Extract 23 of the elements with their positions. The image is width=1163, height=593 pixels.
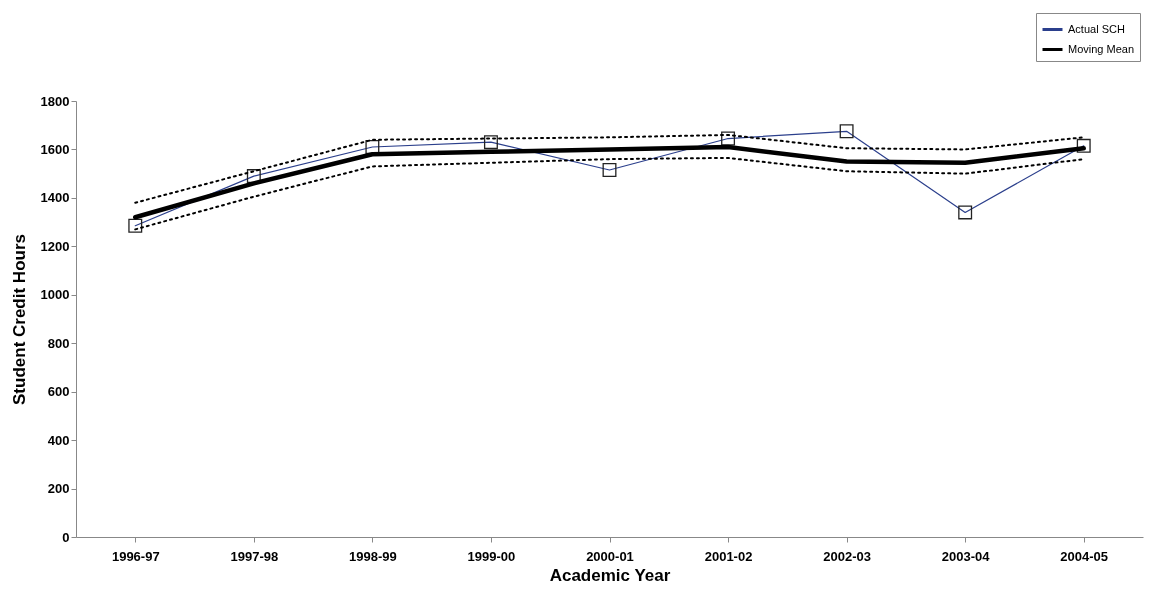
x-tick-label: 1998-99	[349, 548, 397, 564]
x-tick-label: 1997-98	[230, 548, 279, 564]
x-tick-label: 1996-97	[111, 548, 160, 564]
y-tick-label: 200	[47, 481, 70, 497]
y-tick-label: 1200	[40, 238, 70, 254]
x-tick-label: 2000-01	[586, 548, 634, 564]
y-tick-label: 800	[47, 335, 70, 351]
y-tick-label: 1000	[40, 287, 70, 303]
legend-label: Moving Mean	[1068, 42, 1135, 55]
x-tick-label: 2003-04	[941, 548, 991, 564]
x-tick-label: 2004-05	[1060, 548, 1109, 564]
x-axis-title: Academic Year	[549, 565, 671, 585]
y-tick-label: 0	[62, 529, 70, 545]
y-tick-label: 1600	[40, 141, 70, 157]
legend-label: Actual SCH	[1068, 22, 1125, 35]
x-tick-label: 2001-02	[704, 548, 753, 564]
y-tick-label: 1800	[40, 93, 70, 109]
y-axis-title: Student Credit Hours	[9, 234, 29, 405]
x-tick-label: 2002-03	[823, 548, 871, 564]
y-tick-label: 600	[47, 384, 70, 400]
y-tick-label: 400	[47, 432, 70, 448]
y-tick-label: 1400	[40, 190, 70, 206]
x-tick-label: 1999-00	[467, 548, 516, 564]
